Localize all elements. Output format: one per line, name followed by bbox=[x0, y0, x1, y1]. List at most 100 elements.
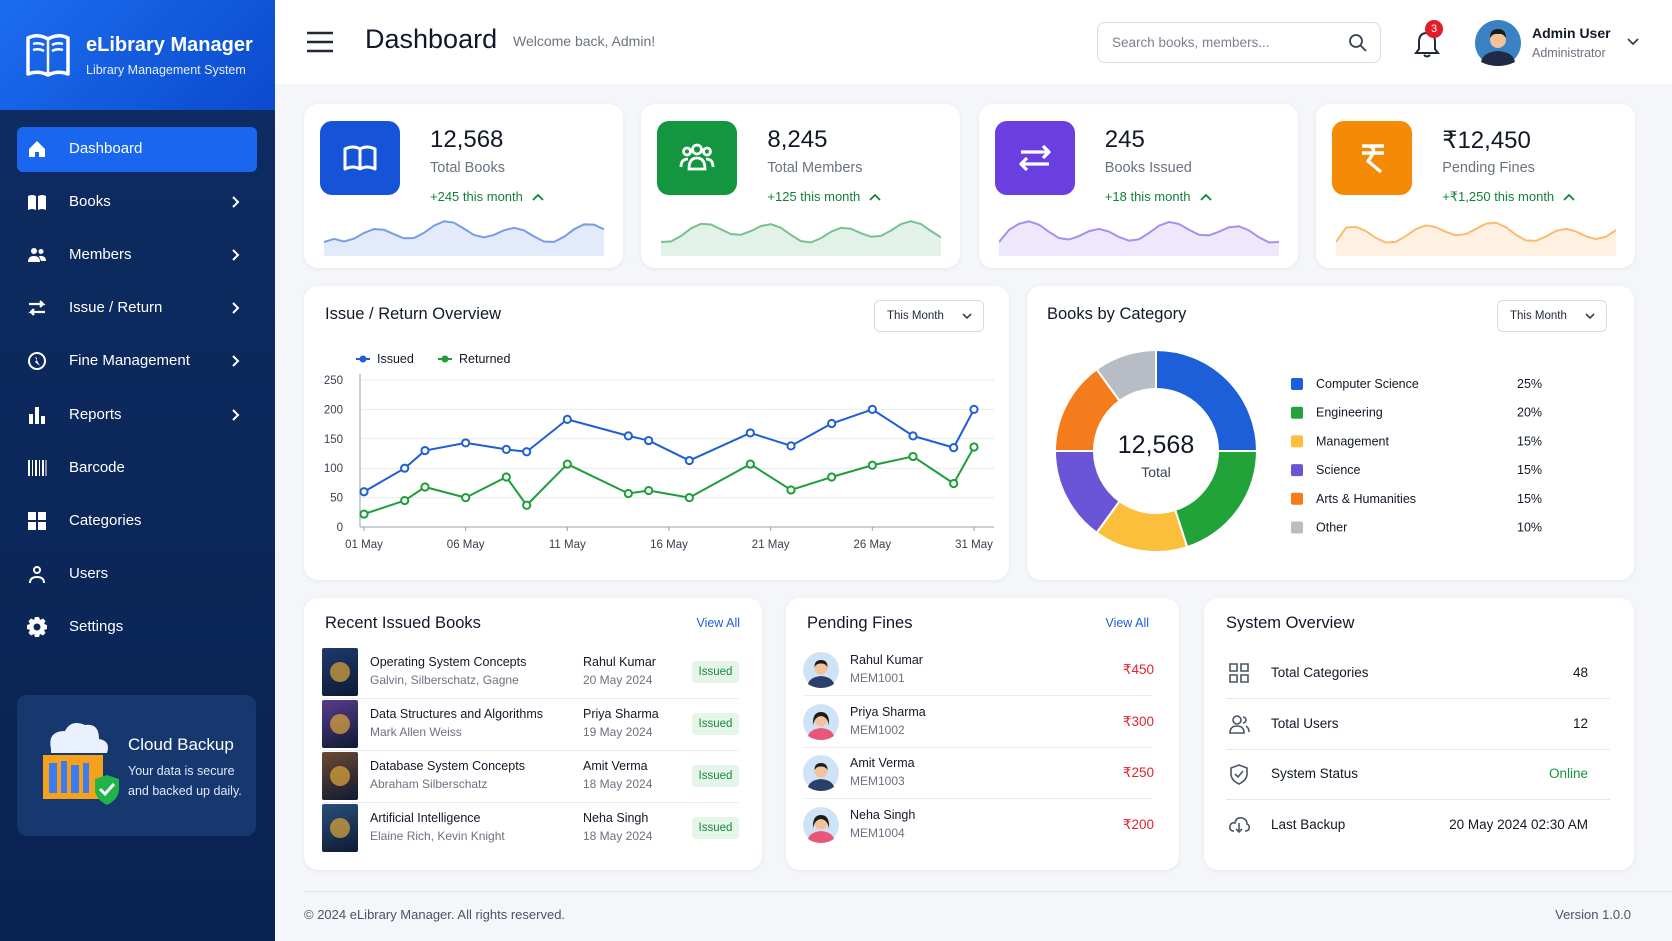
menu-item[interactable]: Barcode bbox=[17, 446, 257, 490]
filter-chevron bbox=[962, 313, 972, 320]
legend-label: Management bbox=[1316, 434, 1389, 448]
sparkline-line bbox=[324, 220, 604, 243]
menu-chevron bbox=[232, 249, 240, 261]
menu-item[interactable]: Users bbox=[17, 552, 257, 596]
filter-dropdown[interactable]: This Month bbox=[1497, 300, 1607, 332]
line-point bbox=[400, 495, 410, 506]
menu-item[interactable]: Books bbox=[17, 180, 257, 224]
stat-label: Pending Fines bbox=[1442, 160, 1535, 176]
overview-label: Total Users bbox=[1271, 715, 1339, 731]
panel-title: Recent Issued Books bbox=[325, 614, 481, 632]
search-placeholder: Search books, members... bbox=[1112, 35, 1270, 50]
user-dropdown bbox=[1627, 38, 1639, 46]
stat-value: ₹12,450 bbox=[1442, 127, 1531, 154]
legend-label: Science bbox=[1316, 463, 1361, 477]
fine-member-id: MEM1004 bbox=[850, 826, 905, 841]
menu-label: Reports bbox=[69, 405, 122, 423]
member-avatar bbox=[803, 703, 839, 740]
arrow bbox=[532, 193, 544, 201]
check bbox=[98, 782, 116, 797]
donut-center-value: 12,568 bbox=[1118, 431, 1194, 459]
footer-version: Version 1.0.0 bbox=[1555, 907, 1631, 922]
x-tick-label: 26 May bbox=[853, 539, 891, 551]
stat-card: ₹12,450 Pending Fines +₹1,250 this month bbox=[1316, 104, 1636, 268]
menu-item[interactable]: Members bbox=[17, 233, 257, 277]
stat-value: 245 bbox=[1104, 126, 1145, 153]
line-point bbox=[969, 442, 979, 452]
donut-chart: Computer Science 25% Engineering 20% Managem… bbox=[1047, 305, 1542, 553]
line-point bbox=[908, 451, 918, 462]
menu-chevron bbox=[232, 408, 240, 421]
sidebar: eLibrary Manager Library Management Syste… bbox=[0, 0, 275, 941]
menu-item[interactable]: Dashboard bbox=[17, 127, 257, 171]
user-role: Administrator bbox=[1532, 46, 1606, 60]
line-point bbox=[684, 455, 694, 466]
arrow bbox=[1200, 193, 1212, 201]
menu-toggle bbox=[307, 31, 333, 53]
chevron bbox=[232, 302, 240, 315]
glyph bbox=[1362, 144, 1385, 174]
line-point bbox=[827, 472, 837, 482]
filter-dropdown[interactable]: This Month bbox=[874, 300, 984, 332]
fine-amount: ₹450 bbox=[1122, 662, 1154, 677]
line-point bbox=[420, 482, 430, 492]
y-tick-label: 50 bbox=[330, 493, 343, 505]
menu-chevron bbox=[232, 355, 240, 368]
menu-icon-shape bbox=[28, 248, 46, 263]
menu-item[interactable]: Fine Management bbox=[17, 339, 257, 383]
chevron bbox=[232, 355, 240, 368]
fine-amount: ₹300 bbox=[1122, 713, 1154, 729]
book-authors: Mark Allen Weiss bbox=[370, 725, 462, 739]
search-box[interactable]: Search books, members... bbox=[1097, 22, 1381, 63]
y-tick-label: 100 bbox=[324, 463, 343, 475]
status-badge: Issued bbox=[692, 713, 739, 735]
stat-label: Total Books bbox=[430, 160, 505, 176]
stat-value: 8,245 bbox=[767, 126, 828, 153]
pending-fines-card: Pending Fines View All Rahul Kumar MEM1001 ₹… bbox=[786, 598, 1179, 870]
issue-date: 18 May 2024 bbox=[583, 777, 653, 791]
chevron bbox=[232, 249, 240, 261]
chevron bbox=[232, 408, 240, 421]
stat-glyph bbox=[679, 143, 715, 171]
stat-glyph bbox=[1362, 144, 1385, 174]
legend-swatch bbox=[1291, 435, 1303, 448]
y-tick-label: 0 bbox=[337, 522, 343, 534]
legend-value: 15% bbox=[1517, 463, 1542, 477]
stat-change: +₹1,250 this month bbox=[1442, 189, 1555, 204]
menu-item[interactable]: Categories bbox=[17, 499, 257, 543]
menu-icon-shape bbox=[28, 300, 46, 317]
notification-bell[interactable]: 3 bbox=[1412, 20, 1444, 60]
avatar-hair bbox=[814, 660, 828, 667]
menu-item[interactable]: Settings bbox=[17, 605, 257, 649]
line-point bbox=[522, 500, 532, 510]
line-point bbox=[969, 404, 979, 415]
legend-label: Other bbox=[1316, 521, 1347, 535]
menu-label: Books bbox=[69, 193, 111, 211]
x-tick-label: 21 May bbox=[752, 539, 790, 551]
system-overview-card: System Overview Total Categories 48 Total U… bbox=[1204, 598, 1634, 870]
menu-item[interactable]: Reports bbox=[17, 393, 257, 437]
trend-up-icon bbox=[532, 193, 544, 201]
menu-label: Fine Management bbox=[69, 352, 190, 370]
fine-member: Rahul Kumar bbox=[850, 653, 923, 667]
book-cover bbox=[322, 700, 358, 748]
view-all-link[interactable]: View All bbox=[696, 616, 740, 630]
line-point bbox=[562, 414, 572, 424]
sparkline-area bbox=[324, 221, 604, 256]
book-title: Database System Concepts bbox=[370, 759, 525, 773]
backup-illustration bbox=[43, 723, 119, 805]
view-all-link[interactable]: View All bbox=[1105, 616, 1149, 630]
page-subtitle: Welcome back, Admin! bbox=[513, 33, 656, 49]
line-point bbox=[461, 438, 471, 448]
chart-title: Issue / Return Overview bbox=[325, 305, 501, 323]
stat-icon bbox=[320, 121, 400, 195]
menu-item[interactable]: Issue / Return bbox=[17, 286, 257, 330]
line-point bbox=[644, 435, 654, 446]
fine-member-id: MEM1002 bbox=[850, 722, 905, 737]
member-avatar bbox=[803, 807, 839, 844]
avatar-face bbox=[1490, 32, 1506, 48]
menu-label: Members bbox=[69, 246, 132, 264]
fine-member: Amit Verma bbox=[850, 756, 915, 771]
avatar-face bbox=[814, 764, 828, 778]
line-point bbox=[786, 485, 796, 495]
